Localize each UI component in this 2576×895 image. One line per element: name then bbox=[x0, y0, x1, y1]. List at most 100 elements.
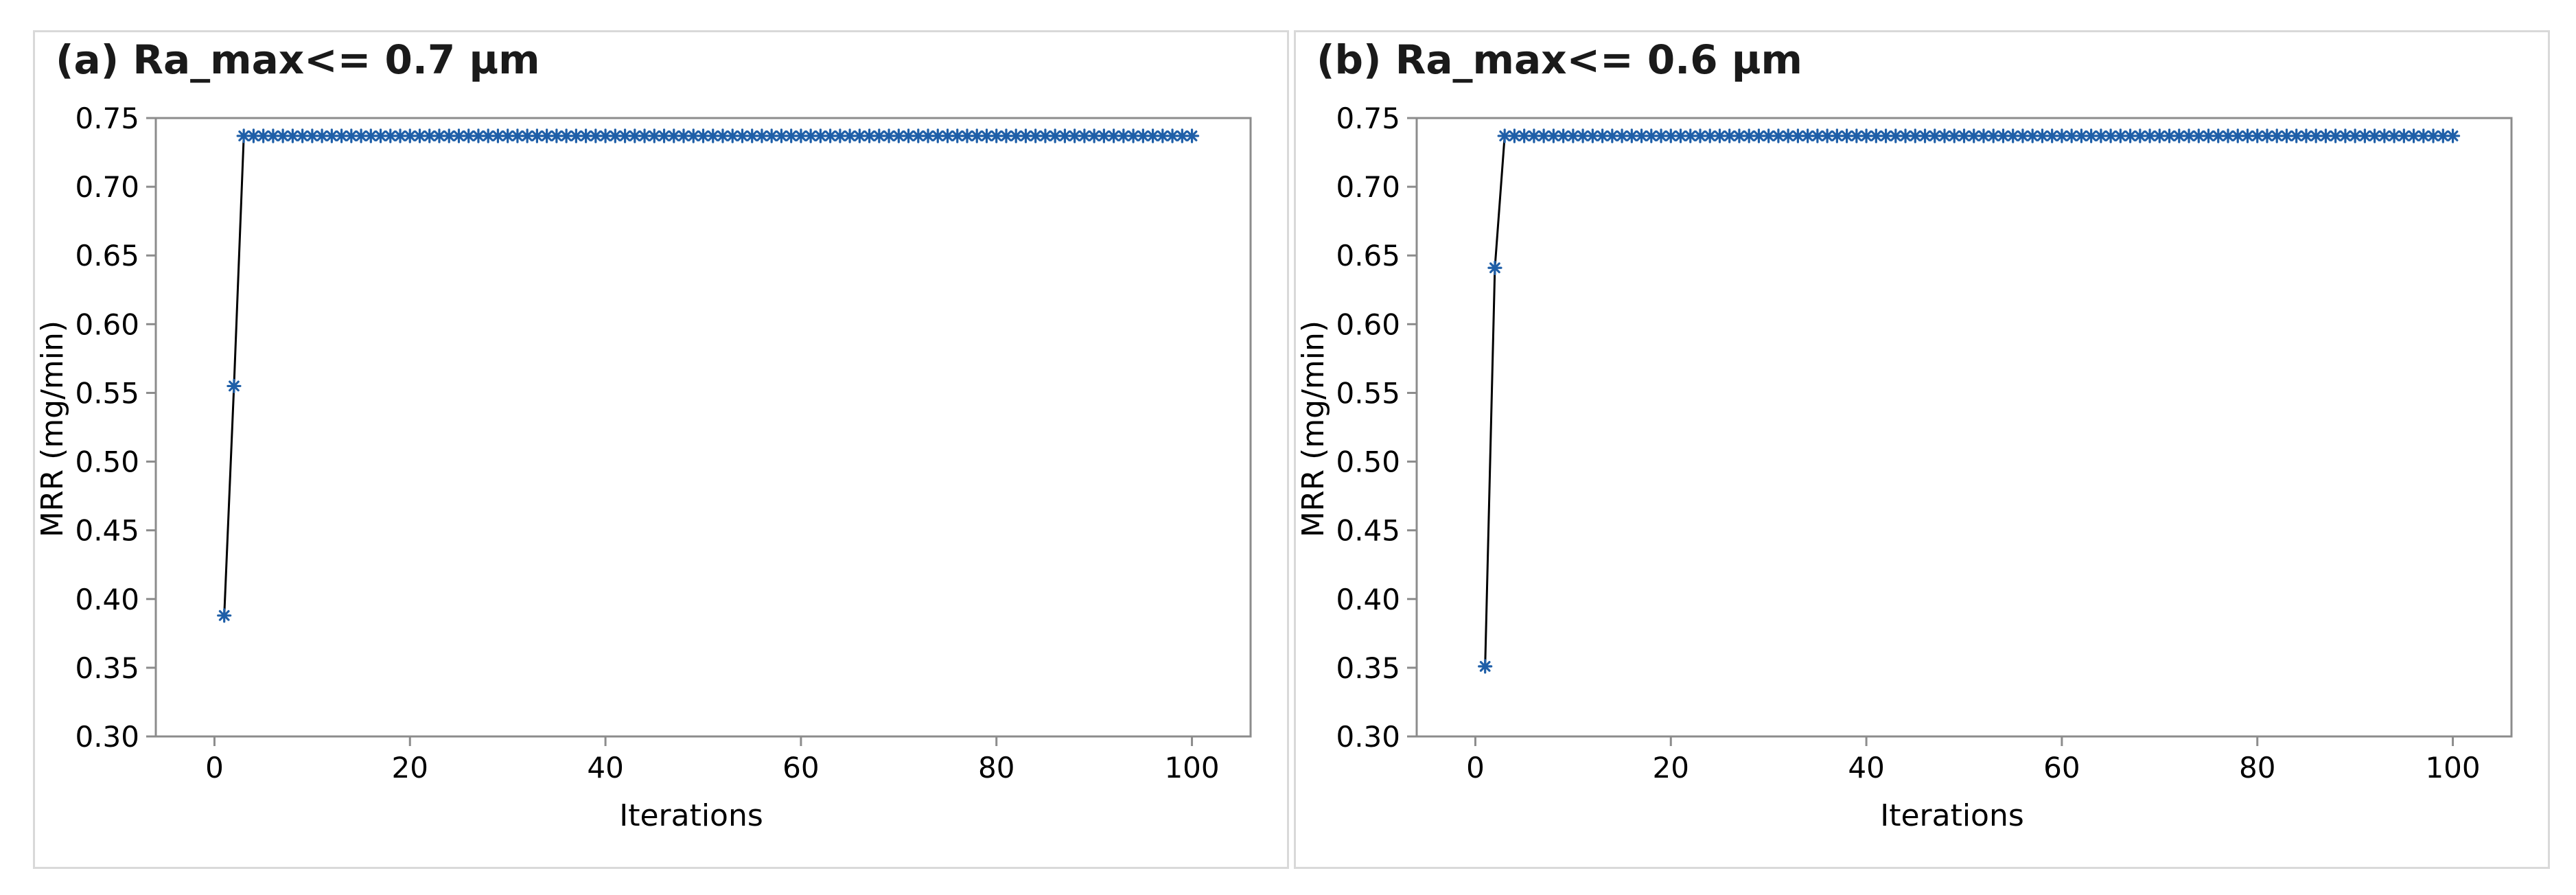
data-point bbox=[1008, 128, 1023, 143]
data-point bbox=[979, 128, 995, 143]
data-point bbox=[1780, 128, 1796, 143]
data-point bbox=[2406, 128, 2422, 143]
data-point bbox=[1790, 128, 1806, 143]
y-tick-label: 0.60 bbox=[1336, 307, 1400, 341]
data-point bbox=[930, 128, 945, 143]
data-point bbox=[1096, 128, 1111, 143]
data-point bbox=[1155, 128, 1170, 143]
x-tick-label: 0 bbox=[205, 751, 224, 784]
y-axis-label: MRR (mg/min) bbox=[1296, 321, 1331, 537]
y-tick-label: 0.40 bbox=[75, 583, 139, 616]
data-point bbox=[295, 128, 310, 143]
y-axis-label: MRR (mg/min) bbox=[35, 321, 70, 537]
y-tick-label: 0.30 bbox=[75, 720, 139, 754]
y-tick-label: 0.35 bbox=[1336, 651, 1400, 685]
data-point bbox=[1995, 128, 2011, 143]
data-point bbox=[422, 128, 437, 143]
data-point bbox=[1976, 128, 1991, 143]
data-point bbox=[754, 128, 769, 143]
chart-panel-b: (b) Ra_max<= 0.6 µm 0.30 0.35 0.40 0.45 0.50… bbox=[1294, 30, 2550, 869]
chart-title: (b) Ra_max<= 0.6 µm bbox=[1316, 36, 1802, 83]
data-point bbox=[2084, 128, 2099, 143]
axes: 0.30 0.35 0.40 0.45 0.50 0.55 0.60 0.65 0.70 0.75… bbox=[1336, 102, 2480, 784]
data-point bbox=[2015, 128, 2030, 143]
plot-frame bbox=[154, 117, 1252, 738]
data-point bbox=[1517, 128, 1532, 143]
series-group bbox=[1478, 128, 2461, 674]
data-point bbox=[1566, 128, 1581, 143]
x-tick-label: 40 bbox=[1848, 751, 1884, 784]
y-tick-label: 0.40 bbox=[1336, 583, 1400, 616]
data-point bbox=[1644, 128, 1659, 143]
x-tick-label: 60 bbox=[2043, 751, 2080, 784]
data-point bbox=[1184, 128, 1200, 143]
x-tick-label: 40 bbox=[587, 751, 623, 784]
data-point bbox=[1087, 128, 1102, 143]
chart-title: (a) Ra_max<= 0.7 µm bbox=[56, 36, 540, 83]
y-tick-label: 0.65 bbox=[75, 239, 139, 272]
data-point bbox=[833, 128, 848, 143]
chart-b: (b) Ra_max<= 0.6 µm 0.30 0.35 0.40 0.45 0.50… bbox=[1296, 36, 2513, 833]
data-point bbox=[1487, 260, 1502, 275]
data-point bbox=[2269, 128, 2284, 143]
x-tick-label: 20 bbox=[1653, 751, 1689, 784]
data-point bbox=[227, 378, 242, 394]
chart-a: (a) Ra_max<= 0.7 µm 0.30 0.35 0.40 0.45 0.50… bbox=[35, 36, 1252, 833]
x-axis-label: Iterations bbox=[1880, 798, 2024, 833]
y-tick-label: 0.50 bbox=[1336, 445, 1400, 479]
chart-panel-a: (a) Ra_max<= 0.7 µm 0.30 0.35 0.40 0.45 0.50… bbox=[33, 30, 1289, 869]
y-tick-label: 0.65 bbox=[1336, 239, 1400, 272]
data-point bbox=[2103, 128, 2118, 143]
data-point bbox=[2435, 128, 2450, 143]
x-tick-label: 60 bbox=[782, 751, 819, 784]
y-tick-label: 0.55 bbox=[1336, 376, 1400, 410]
x-tick-label: 100 bbox=[2425, 751, 2480, 784]
data-point bbox=[490, 128, 506, 143]
series-line bbox=[1484, 135, 2453, 666]
data-point bbox=[1868, 128, 1883, 143]
y-tick-label: 0.45 bbox=[1336, 514, 1400, 548]
data-point bbox=[2308, 128, 2323, 143]
data-point bbox=[999, 128, 1014, 143]
data-point bbox=[2250, 128, 2265, 143]
data-point bbox=[2220, 128, 2236, 143]
data-point bbox=[2387, 128, 2402, 143]
data-point bbox=[1986, 128, 2001, 143]
data-point bbox=[1956, 128, 1972, 143]
series-line bbox=[223, 135, 1192, 616]
y-tick-label: 0.55 bbox=[75, 376, 139, 410]
data-point bbox=[647, 128, 662, 143]
data-point bbox=[1761, 128, 1776, 143]
data-point bbox=[1898, 128, 1913, 143]
y-tick-label: 0.70 bbox=[75, 170, 139, 204]
y-tick-label: 0.75 bbox=[1336, 102, 1400, 135]
series-group bbox=[217, 128, 1200, 623]
data-point bbox=[695, 128, 711, 143]
x-tick-label: 80 bbox=[2239, 751, 2275, 784]
y-tick-label: 0.45 bbox=[75, 514, 139, 548]
data-point bbox=[950, 128, 965, 143]
data-point bbox=[266, 128, 281, 143]
x-tick-label: 20 bbox=[392, 751, 428, 784]
axes: 0.30 0.35 0.40 0.45 0.50 0.55 0.60 0.65 0.70 0.75… bbox=[75, 102, 1219, 784]
data-point bbox=[2172, 128, 2187, 143]
x-tick-label: 0 bbox=[1466, 751, 1485, 784]
data-point bbox=[2181, 128, 2196, 143]
y-tick-label: 0.70 bbox=[1336, 170, 1400, 204]
x-tick-label: 100 bbox=[1164, 751, 1219, 784]
x-tick-label: 80 bbox=[978, 751, 1014, 784]
data-point bbox=[2054, 128, 2069, 143]
data-point bbox=[637, 128, 652, 143]
y-tick-label: 0.60 bbox=[75, 307, 139, 341]
y-tick-label: 0.35 bbox=[75, 651, 139, 685]
data-point bbox=[461, 128, 476, 143]
data-point bbox=[217, 608, 232, 623]
y-tick-label: 0.50 bbox=[75, 445, 139, 479]
data-point bbox=[579, 128, 594, 143]
x-axis-label: Iterations bbox=[619, 798, 763, 833]
plot-frame bbox=[1415, 117, 2513, 738]
data-point bbox=[559, 128, 574, 143]
data-point bbox=[1478, 659, 1493, 674]
data-point bbox=[2445, 128, 2461, 143]
data-point bbox=[2338, 128, 2353, 143]
